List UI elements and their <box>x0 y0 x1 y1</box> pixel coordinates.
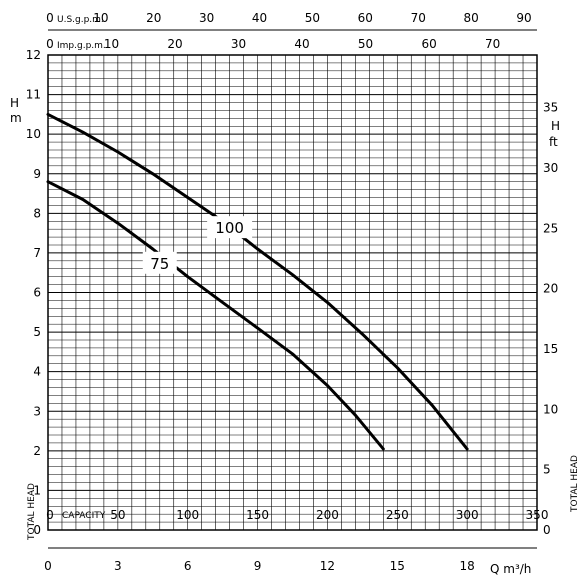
right-axis-unit: ft <box>549 135 558 149</box>
curve-75 <box>46 180 385 451</box>
top-imp-tick-label: 70 <box>485 37 500 51</box>
top-us-tick-label: 30 <box>199 11 214 25</box>
x-tick-label: 300 <box>456 508 479 522</box>
curve-100 <box>46 112 469 451</box>
top-us-tick-label: 0 <box>46 11 54 25</box>
curve-label-bg <box>142 251 177 274</box>
curve-label-bg <box>207 216 253 239</box>
top-imp-tick-label: 20 <box>167 37 182 51</box>
total-head-right: TOTAL HEAD <box>570 455 580 513</box>
y-left-tick-label: 10 <box>26 127 41 141</box>
curve-label-100: 100 <box>215 219 244 237</box>
y-left-tick-label: 1 <box>33 483 41 497</box>
grid <box>47 29 538 549</box>
x-tick-label: 350 <box>526 508 549 522</box>
x-secondary-tick-label: 6 <box>184 559 192 573</box>
x-tick-label: 0 <box>46 508 54 522</box>
top-us-label: U.S.g.p.m. <box>57 15 104 25</box>
y-right-tick-label: 25 <box>543 221 558 235</box>
x-tick-label: 250 <box>386 508 409 522</box>
top-imp-tick-label: 0 <box>46 37 54 51</box>
y-left-tick-label: 9 <box>33 167 41 181</box>
top-imp-tick-label: 40 <box>294 37 309 51</box>
top-imp-tick-label: 50 <box>358 37 373 51</box>
capacity-label: CAPACITY <box>62 511 106 521</box>
top-imp-tick-label: 10 <box>104 37 119 51</box>
top-us-tick-label: 90 <box>516 11 531 25</box>
top-imp-tick-label: 30 <box>231 37 246 51</box>
top-us-tick-label: 20 <box>146 11 161 25</box>
y-right-tick-label: 15 <box>543 342 558 356</box>
y-right-tick-label: 0 <box>543 523 551 537</box>
y-right-tick-label: 30 <box>543 161 558 175</box>
y-left-tick-label: 12 <box>26 48 41 62</box>
top-us-tick-label: 10 <box>93 11 108 25</box>
y-right-tick-label: 20 <box>543 282 558 296</box>
top-us-tick-label: 40 <box>252 11 267 25</box>
y-left-tick-label: 6 <box>33 286 41 300</box>
x-secondary-tick-label: 15 <box>390 559 405 573</box>
y-right-tick-label: 5 <box>543 463 551 477</box>
x-tick-label: 150 <box>246 508 269 522</box>
top-imp-tick-label: 60 <box>421 37 436 51</box>
top-us-tick-label: 50 <box>305 11 320 25</box>
x-secondary-tick-label: 9 <box>254 559 262 573</box>
plot-frame <box>47 54 538 531</box>
y-left-tick-label: 5 <box>33 325 41 339</box>
right-axis-label: H <box>551 119 560 133</box>
x-tick-label: 100 <box>176 508 199 522</box>
q-unit-label: Q m³/h <box>490 562 531 576</box>
x-secondary-tick-label: 0 <box>44 559 52 573</box>
x-tick-label: 200 <box>316 508 339 522</box>
x-secondary-tick-label: 18 <box>460 559 475 573</box>
y-left-tick-label: 2 <box>33 444 41 458</box>
x-secondary-tick-label: 12 <box>320 559 335 573</box>
y-right-tick-label: 35 <box>543 101 558 115</box>
curve-label-75: 75 <box>150 255 169 273</box>
x-tick-label: 50 <box>110 508 125 522</box>
y-left-tick-label: 7 <box>33 246 41 260</box>
y-left-tick-label: 11 <box>26 88 41 102</box>
y-left-tick-label: 0 <box>33 523 41 537</box>
left-axis-unit: m <box>10 111 22 125</box>
total-head-left: TOTAL HEAD <box>27 483 37 541</box>
y-left-tick-label: 3 <box>33 404 41 418</box>
y-right-tick-label: 10 <box>543 402 558 416</box>
top-us-tick-label: 80 <box>463 11 478 25</box>
top-imp-label: Imp.g.p.m. <box>57 41 106 51</box>
left-axis-label: H <box>10 96 19 110</box>
y-left-tick-label: 4 <box>33 365 41 379</box>
top-us-tick-label: 60 <box>358 11 373 25</box>
y-left-tick-label: 8 <box>33 206 41 220</box>
top-us-tick-label: 70 <box>411 11 426 25</box>
x-secondary-tick-label: 3 <box>114 559 122 573</box>
